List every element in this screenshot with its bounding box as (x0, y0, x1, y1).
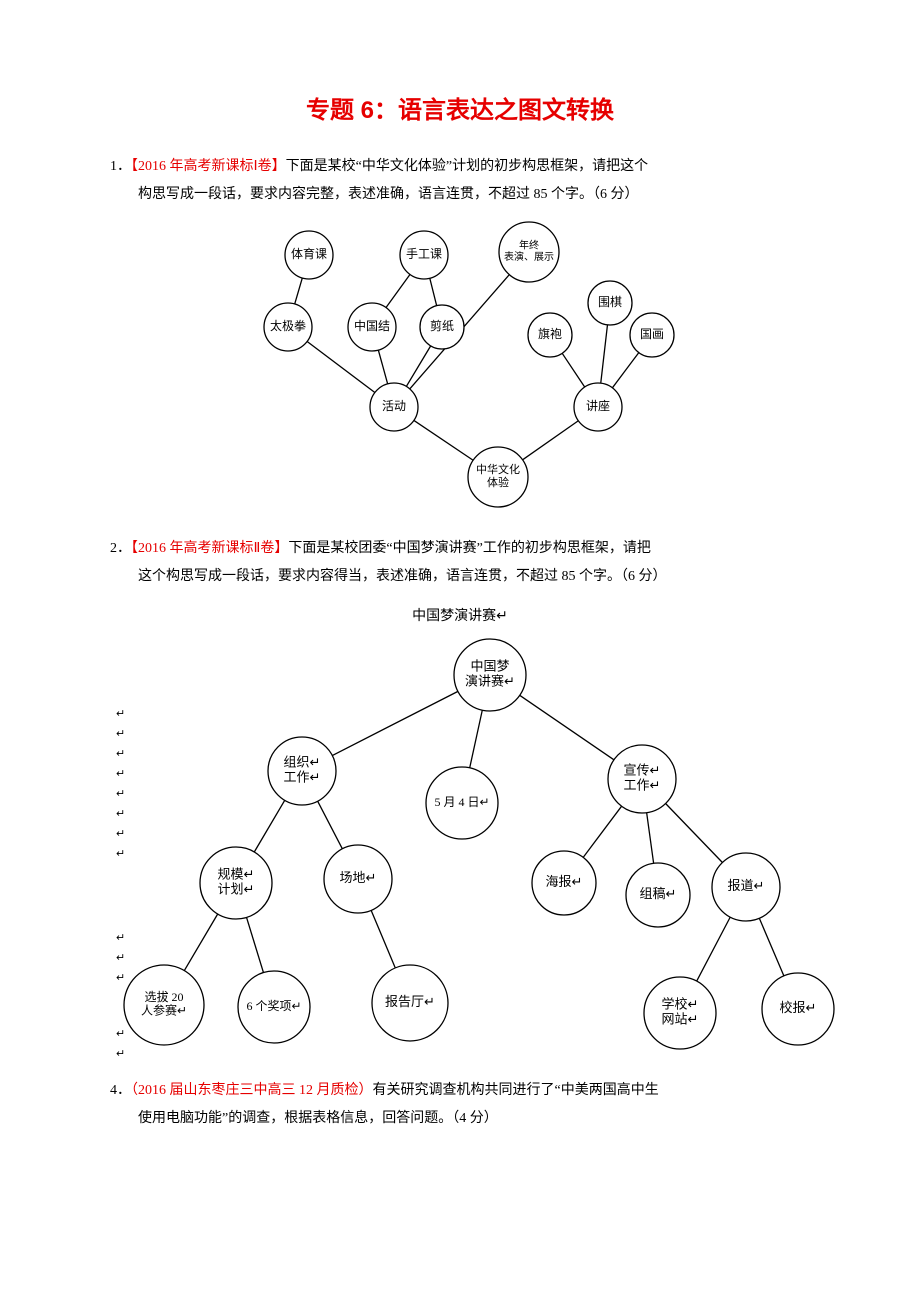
q1-source: 【2016 年高考新课标Ⅰ卷】 (131, 159, 286, 174)
q2-line1: 2．【2016 年高考新课标Ⅱ卷】下面是某校团委“中国梦演讲赛”工作的初步构思框… (110, 535, 810, 563)
svg-text:中华文化: 中华文化 (476, 462, 520, 476)
svg-text:旗袍: 旗袍 (538, 326, 562, 341)
q4-source: （2016 届山东枣庄三中高三 12 月质检） (131, 1083, 373, 1098)
q4-num: 4． (110, 1083, 131, 1098)
q4-body2: 使用电脑功能”的调查，根据表格信息，回答问题。（4 分） (110, 1105, 810, 1133)
svg-text:网站↵: 网站↵ (662, 1011, 699, 1026)
svg-text:讲座: 讲座 (586, 398, 610, 413)
svg-text:组织↵: 组织↵ (284, 755, 321, 770)
q4-body1: 有关研究调查机构共同进行了“中美两国高中生 (373, 1083, 659, 1098)
diagram-2: 中国梦演讲赛↵组织↵工作↵5 月 4 日↵宣传↵工作↵规模↵计划↵场地↵海报↵组… (110, 631, 850, 1061)
svg-text:报告厅↵: 报告厅↵ (385, 994, 435, 1009)
q1-line1: 1．【2016 年高考新课标Ⅰ卷】下面是某校“中华文化体验”计划的初步构思框架，… (110, 153, 810, 181)
svg-text:表演、展示: 表演、展示 (504, 250, 554, 263)
svg-text:工作↵: 工作↵ (284, 769, 321, 784)
q2-source: 【2016 年高考新课标Ⅱ卷】 (131, 541, 288, 556)
q1-num: 1． (110, 159, 131, 174)
svg-text:中国梦: 中国梦 (470, 659, 509, 674)
svg-text:活动: 活动 (382, 399, 406, 413)
svg-text:报道↵: 报道↵ (728, 878, 765, 893)
svg-text:海报↵: 海报↵ (546, 874, 583, 889)
svg-text:组稿↵: 组稿↵ (640, 886, 677, 901)
svg-text:中国结: 中国结 (354, 318, 390, 333)
q2-body1: 下面是某校团委“中国梦演讲赛”工作的初步构思框架，请把 (288, 541, 650, 556)
q2-num: 2． (110, 541, 131, 556)
svg-text:体育课: 体育课 (291, 246, 327, 261)
svg-text:规模↵: 规模↵ (218, 867, 255, 882)
question-1: 1．【2016 年高考新课标Ⅰ卷】下面是某校“中华文化体验”计划的初步构思框架，… (110, 153, 810, 209)
svg-text:国画: 国画 (640, 327, 664, 341)
page-title: 专题 6：语言表达之图文转换 (110, 90, 810, 125)
svg-text:学校↵: 学校↵ (662, 997, 699, 1012)
diagram-2-wrap: ↵↵↵↵↵↵↵↵↵↵↵↵↵ 中国梦演讲赛↵组织↵工作↵5 月 4 日↵宣传↵工作… (110, 631, 850, 1061)
diagram-2-title: 中国梦演讲赛↵ (110, 605, 810, 625)
q1-body1: 下面是某校“中华文化体验”计划的初步构思框架，请把这个 (286, 159, 648, 174)
question-2: 2．【2016 年高考新课标Ⅱ卷】下面是某校团委“中国梦演讲赛”工作的初步构思框… (110, 535, 810, 591)
diagram-1: 体育课 手工课 年终表演、展示太极拳 中国结 剪纸 围棋旗袍 国画活动 讲座中华文化体验 (220, 219, 700, 519)
svg-text:计划↵: 计划↵ (218, 881, 255, 896)
svg-text:选拔 20: 选拔 20 (144, 989, 183, 1004)
svg-text:工作↵: 工作↵ (624, 777, 661, 792)
svg-text:围棋: 围棋 (598, 295, 622, 309)
q4-line1: 4．（2016 届山东枣庄三中高三 12 月质检）有关研究调查机构共同进行了“中… (110, 1077, 810, 1105)
svg-text:5 月 4 日↵: 5 月 4 日↵ (434, 795, 489, 809)
svg-text:宣传↵: 宣传↵ (624, 763, 661, 778)
question-4: 4．（2016 届山东枣庄三中高三 12 月质检）有关研究调查机构共同进行了“中… (110, 1077, 810, 1133)
q2-body2: 这个构思写成一段话，要求内容得当，表述准确，语言连贯，不超过 85 个字。（6 … (110, 563, 810, 591)
svg-text:6 个奖项↵: 6 个奖项↵ (246, 999, 301, 1013)
svg-text:校报↵: 校报↵ (780, 1000, 817, 1015)
q1-body2: 构思写成一段话，要求内容完整，表述准确，语言连贯，不超过 85 个字。（6 分） (110, 181, 810, 209)
svg-text:人参赛↵: 人参赛↵ (141, 1003, 187, 1018)
svg-text:场地↵: 场地↵ (340, 870, 377, 885)
svg-text:体验: 体验 (487, 475, 509, 489)
svg-text:手工课: 手工课 (406, 247, 442, 261)
svg-text:太极拳: 太极拳 (270, 318, 306, 333)
svg-text:年终: 年终 (519, 239, 539, 252)
svg-text:剪纸: 剪纸 (430, 318, 454, 333)
svg-text:演讲赛↵: 演讲赛↵ (465, 673, 515, 688)
page: 专题 6：语言表达之图文转换 1．【2016 年高考新课标Ⅰ卷】下面是某校“中华… (0, 0, 920, 1203)
